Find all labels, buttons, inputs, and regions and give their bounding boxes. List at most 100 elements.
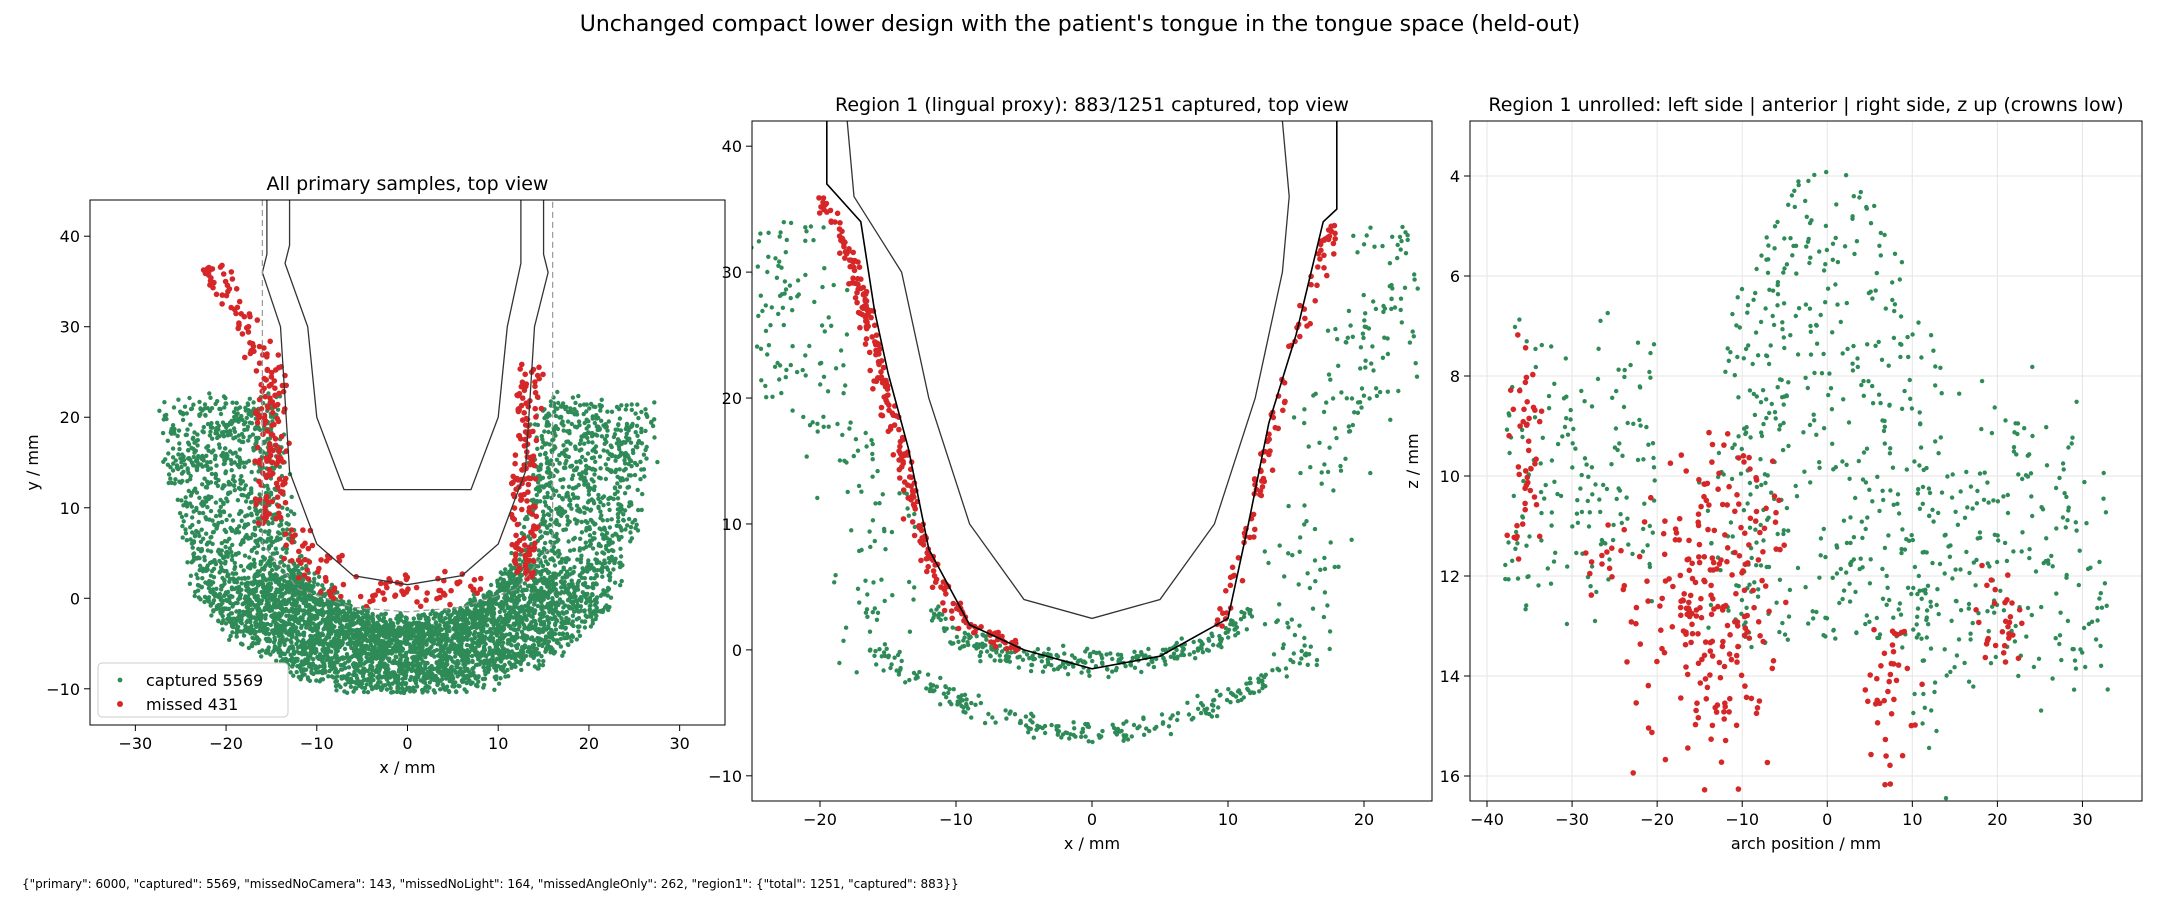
captured-point [501,665,506,670]
captured-point [585,451,591,456]
captured-point [157,408,162,413]
captured-point [530,614,535,620]
captured-point [541,440,546,445]
captured-point [320,647,325,652]
captured-point [294,636,299,641]
captured-point [572,407,577,412]
captured-point [218,411,224,417]
captured-point [276,579,282,584]
captured-point [182,462,188,467]
captured-point [274,566,279,571]
captured-point [599,608,605,613]
captured-point [641,452,647,457]
captured-point [383,622,389,627]
captured-point [548,517,554,522]
captured-point [590,448,595,453]
captured-point [215,523,220,528]
captured-point [193,458,198,464]
captured-point [508,626,513,631]
captured-point [576,419,582,424]
captured-point [266,521,271,526]
captured-point [576,578,581,584]
captured-point [576,393,581,399]
captured-point [594,416,599,421]
captured-point [261,575,267,581]
captured-point [340,639,345,644]
captured-point [300,608,305,613]
captured-point [424,651,429,656]
captured-point [561,527,566,533]
captured-point [265,536,271,542]
captured-point [291,574,296,579]
captured-point [198,539,204,544]
captured-point [440,657,445,663]
captured-point [272,637,278,643]
captured-point [239,581,244,586]
captured-point [262,565,267,571]
captured-point [467,630,473,636]
captured-point [527,599,533,604]
captured-point [253,641,258,646]
captured-point [254,538,259,544]
captured-point [271,601,277,606]
captured-point [400,686,405,691]
captured-point [308,633,313,639]
captured-point [582,505,587,510]
captured-point [562,583,567,588]
captured-point [278,613,283,619]
captured-point [241,439,246,445]
captured-point [546,616,551,621]
captured-point [166,472,172,477]
captured-point [274,658,279,663]
captured-point [536,666,541,671]
captured-point [433,621,438,626]
captured-point [492,641,497,646]
captured-point [583,540,588,545]
captured-point [556,537,561,543]
captured-point [291,607,296,612]
captured-point [569,421,574,427]
captured-point [393,654,398,659]
captured-point [177,446,182,452]
captured-point [585,435,590,441]
captured-point [230,620,235,626]
captured-point [428,611,433,617]
captured-point [366,619,371,624]
captured-point [278,536,283,541]
captured-point [633,525,638,531]
captured-point [217,570,222,575]
captured-point [216,547,221,552]
captured-point [390,689,396,695]
captured-point [252,561,257,566]
captured-point [290,662,296,668]
captured-point [222,593,227,598]
captured-point [227,430,232,435]
captured-point [577,633,583,638]
captured-point [270,628,275,633]
captured-point [460,612,465,617]
captured-point [566,484,572,489]
captured-point [558,404,564,409]
captured-point [644,444,649,450]
captured-point [586,492,592,497]
captured-point [602,591,607,596]
captured-point [585,520,590,525]
captured-point [574,617,579,622]
captured-point [587,566,592,572]
captured-point [574,485,579,490]
captured-point [394,689,400,695]
captured-point [407,623,412,629]
captured-point [628,530,633,535]
captured-point [301,612,306,617]
captured-point [219,620,224,626]
captured-point [233,530,238,535]
captured-point [589,518,594,523]
captured-point [409,674,414,680]
captured-point [503,567,508,572]
captured-point [244,460,249,465]
captured-point [311,583,316,589]
captured-point [335,609,341,615]
captured-point [218,560,224,566]
captured-point [562,509,568,514]
